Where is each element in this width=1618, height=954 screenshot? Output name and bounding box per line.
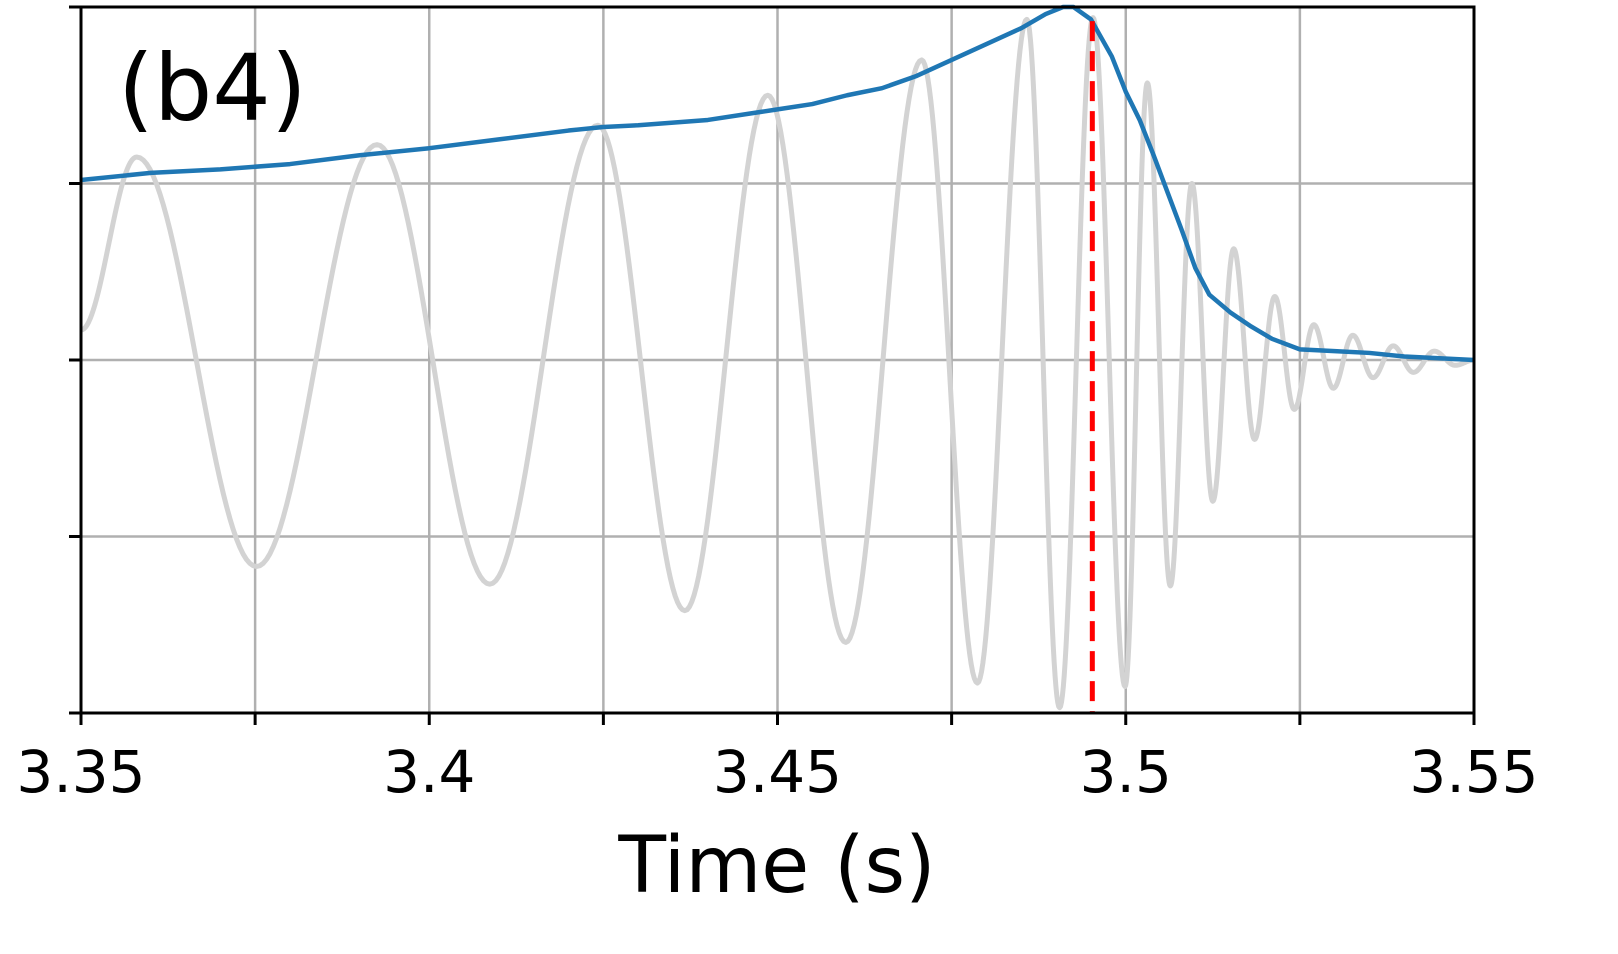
- x-tick-label-3: 3.5: [1080, 738, 1172, 806]
- ticks: 3.35 3.4 3.45 3.5 3.55: [16, 5, 1539, 806]
- envelope-line: [80, 4, 1475, 363]
- x-tick-label-0: 3.35: [16, 738, 145, 806]
- panel-label: (b4): [118, 35, 307, 142]
- x-tick-label-2: 3.45: [713, 738, 842, 806]
- x-tick-label-4: 3.55: [1409, 738, 1538, 806]
- oscillation-line: [80, 15, 1476, 711]
- oscillation-series: [80, 15, 1476, 711]
- x-tick-label-1: 3.4: [383, 738, 475, 806]
- x-axis-label: Time (s): [617, 821, 935, 911]
- envelope-series: [80, 4, 1475, 363]
